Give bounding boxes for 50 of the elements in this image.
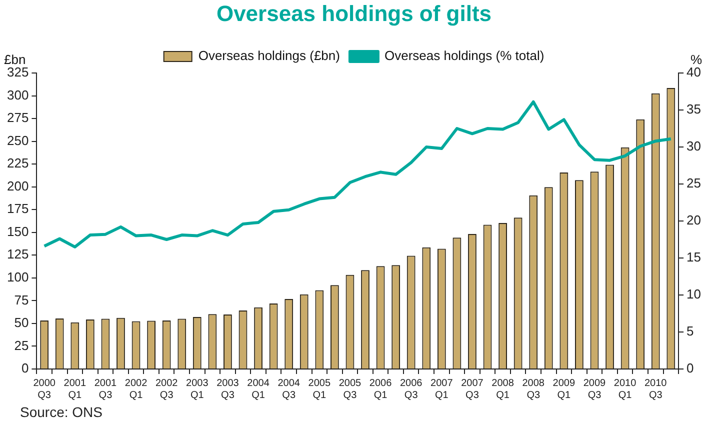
x-tick-label: 2001 Q1	[64, 378, 86, 401]
x-tick-label: 2008 Q3	[522, 378, 545, 401]
x-tick-label: 2005 Q1	[308, 378, 331, 401]
y-axis-title: £bn	[4, 52, 26, 68]
x-tick-label: 2009 Q3	[583, 378, 606, 401]
x-tick-label: 2006 Q3	[400, 378, 423, 401]
y-tick-label: 0	[21, 360, 29, 376]
x-tick-label: 2007 Q3	[461, 378, 484, 401]
x-tick-label: 2006 Q1	[369, 378, 392, 401]
y2-tick-label: 35	[686, 102, 702, 117]
x-tick-label: 2010 Q1	[614, 378, 637, 401]
y-tick-label: 100	[6, 270, 29, 284]
x-tick-label: 2001 Q3	[94, 378, 118, 401]
y-tick-label: 25	[14, 338, 29, 353]
x-tick-label: 2004 Q3	[278, 378, 300, 401]
y2-tick-label: 10	[686, 286, 702, 302]
y2-tick-label: 15	[686, 250, 702, 265]
y-tick-label: 150	[6, 224, 29, 239]
y-tick-label: 250	[6, 132, 29, 148]
x-tick-label: 2000 Q3	[33, 378, 56, 401]
y-tick-label: 300	[6, 87, 29, 102]
y-tick-label: 125	[6, 246, 29, 262]
x-tick-label: 2002 Q3	[155, 378, 178, 401]
legend-label: Overseas holdings (% total)	[384, 48, 544, 64]
y2-tick-label: 5	[686, 324, 694, 339]
x-tick-label: 2002 Q1	[124, 378, 148, 401]
y-tick-label: 275	[6, 110, 29, 126]
y2-tick-label: 0	[686, 360, 694, 376]
y-tick-label: 175	[6, 201, 29, 216]
x-tick-label: 2003 Q1	[186, 378, 209, 401]
y-tick-label: 325	[6, 64, 29, 80]
x-tick-label: 2003 Q3	[216, 378, 240, 401]
chart-title: Overseas holdings of gilts	[215, 0, 493, 28]
y2-tick-label: 20	[686, 212, 702, 228]
legend-label: Overseas holdings (£bn)	[198, 48, 340, 64]
y2-axis-title: %	[690, 52, 702, 68]
y-tick-label: 225	[6, 156, 29, 171]
x-tick-label: 2008 Q1	[492, 378, 514, 401]
x-tick-label: 2009 Q1	[552, 378, 576, 401]
y-tick-label: 200	[6, 178, 29, 194]
y2-tick-label: 25	[686, 176, 702, 191]
x-tick-label: 2010 Q3	[644, 378, 668, 401]
y-tick-label: 75	[14, 292, 29, 308]
y2-tick-label: 40	[686, 64, 702, 80]
source-note: Source: ONS	[20, 404, 102, 420]
y2-tick-label: 30	[686, 138, 702, 154]
x-tick-label: 2004 Q1	[247, 378, 270, 401]
y-tick-label: 50	[14, 315, 29, 330]
x-tick-label: 2005 Q3	[338, 378, 362, 401]
x-tick-label: 2007 Q1	[430, 378, 454, 401]
